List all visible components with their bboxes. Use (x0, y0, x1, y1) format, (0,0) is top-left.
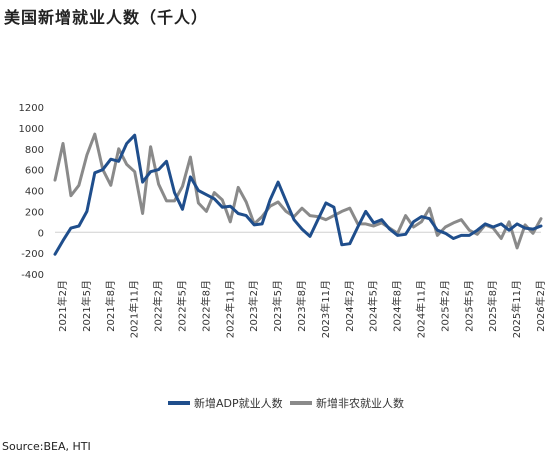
x-tick-label: 2023年8月 (295, 280, 308, 332)
chart-title: 美国新增就业人数（千人） (4, 8, 209, 27)
legend-label-nfp: 新增非农就业人数 (316, 396, 404, 410)
x-tick-label: 2025年5月 (462, 280, 475, 332)
x-tick-label: 2021年11月 (128, 280, 141, 338)
x-tick-label: 2025年8月 (486, 280, 499, 332)
x-tick-label: 2024年2月 (343, 280, 356, 332)
x-tick-label: 2025年2月 (438, 280, 451, 332)
y-tick-label: 200 (25, 207, 44, 218)
x-tick-label: 2024年5月 (367, 280, 380, 332)
y-tick-label: 0 (38, 228, 44, 239)
x-tick-label: 2021年2月 (56, 280, 69, 332)
y-tick-label: 1200 (19, 103, 44, 114)
x-tick-label: 2024年8月 (391, 280, 404, 332)
x-tick-label: 2023年11月 (319, 280, 332, 338)
y-tick-label: -200 (21, 249, 44, 260)
legend: 新增ADP就业人数 新增非农就业人数 (168, 396, 404, 410)
x-tick-label: 2023年2月 (247, 280, 260, 332)
x-tick-label: 2021年8月 (104, 280, 117, 332)
x-tick-label: 2022年8月 (199, 280, 212, 332)
x-tick-label: 2022年11月 (223, 280, 236, 338)
legend-label-adp: 新增ADP就业人数 (194, 396, 283, 410)
x-tick-labels: 2021年2月 2021年5月 2021年8月 2021年11月 2022年2月 2022… (56, 280, 547, 338)
y-tick-label: -400 (21, 270, 44, 281)
x-tick-label: 2025年11月 (510, 280, 523, 338)
x-tick-label: 2023年5月 (271, 280, 284, 332)
series-line-nfp (53, 132, 543, 250)
x-tick-label: 2022年5月 (175, 280, 188, 332)
source-note: Source:BEA, HTI (2, 440, 91, 453)
series-line-adp (53, 133, 543, 256)
x-tick-label: 2026年2月 (534, 280, 547, 332)
x-tick-label: 2024年11月 (414, 280, 427, 338)
x-tick-label: 2022年2月 (152, 280, 165, 332)
y-tick-label: 600 (25, 166, 44, 177)
y-tick-label: 1000 (19, 124, 44, 135)
x-tick-label: 2021年5月 (80, 280, 93, 332)
y-tick-label: 400 (25, 187, 44, 198)
y-tick-label: 800 (25, 145, 44, 156)
series-lines (53, 132, 543, 256)
y-axis: -400 -200 0 200 400 600 800 1000 1200 (19, 103, 44, 281)
